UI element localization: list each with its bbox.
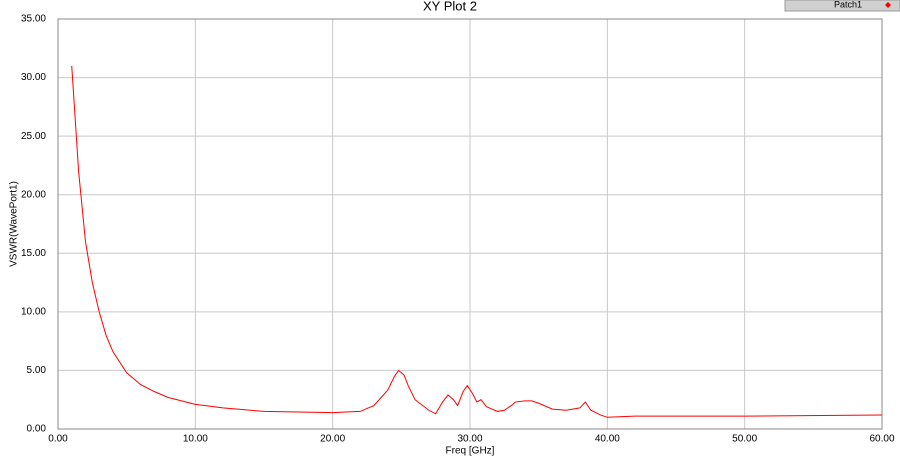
y-tick-label: 10.00 <box>21 306 46 317</box>
legend-label: Patch1 <box>834 0 862 9</box>
y-tick-label: 25.00 <box>21 131 46 142</box>
x-tick-label: 60.00 <box>869 434 894 445</box>
x-tick-label: 0.00 <box>48 434 68 445</box>
data-line <box>71 65 883 418</box>
x-tick-label: 20.00 <box>320 434 345 445</box>
plot-frame <box>57 18 883 430</box>
y-tick-label: 20.00 <box>21 189 46 200</box>
legend-box <box>784 0 900 12</box>
y-tick-label: 5.00 <box>27 365 47 376</box>
y-tick-label: 15.00 <box>21 248 46 259</box>
legend-marker <box>885 2 891 8</box>
x-tick-label: 50.00 <box>732 434 757 445</box>
y-tick-label: 30.00 <box>21 72 46 83</box>
x-tick-label: 40.00 <box>595 434 620 445</box>
x-tick-label: 30.00 <box>457 434 482 445</box>
y-tick-label: 35.00 <box>21 14 46 25</box>
chart-title: XY Plot 2 <box>423 0 477 13</box>
y-axis-label: VSWR(WavePort1) <box>9 181 20 267</box>
y-tick-label: 0.00 <box>27 424 47 435</box>
x-tick-label: 10.00 <box>183 434 208 445</box>
x-axis-label: Freq [GHz] <box>446 446 495 457</box>
